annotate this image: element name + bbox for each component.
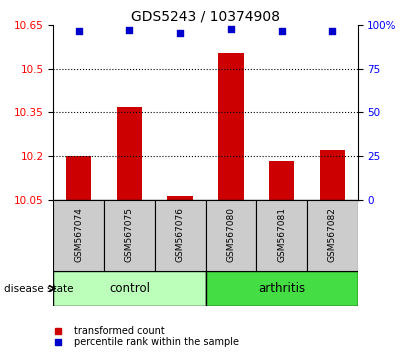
Bar [319,150,345,200]
Title: GDS5243 / 10374908: GDS5243 / 10374908 [131,10,280,24]
FancyBboxPatch shape [307,200,358,271]
Text: GSM567082: GSM567082 [328,207,337,262]
Text: GSM567081: GSM567081 [277,207,286,262]
Text: GSM567074: GSM567074 [74,207,83,262]
Text: GSM567075: GSM567075 [125,207,134,262]
FancyBboxPatch shape [53,200,104,271]
Bar [168,196,193,200]
Bar [269,161,294,200]
FancyBboxPatch shape [155,200,206,271]
Text: arthritis: arthritis [258,282,305,295]
Bar [66,156,91,200]
FancyBboxPatch shape [53,271,206,306]
Bar [218,52,243,200]
FancyBboxPatch shape [206,271,358,306]
Text: GSM567076: GSM567076 [175,207,185,262]
Point [329,28,335,34]
FancyBboxPatch shape [104,200,155,271]
Bar [117,107,142,200]
Point [126,27,133,33]
Text: transformed count: transformed count [74,326,165,336]
Text: GSM567080: GSM567080 [226,207,236,262]
Point [278,28,285,34]
Point [76,28,82,34]
Text: disease state: disease state [4,284,74,293]
Point [228,26,234,32]
Text: percentile rank within the sample: percentile rank within the sample [74,337,239,347]
Point [177,30,183,35]
Text: control: control [109,282,150,295]
FancyBboxPatch shape [206,200,256,271]
FancyBboxPatch shape [256,200,307,271]
